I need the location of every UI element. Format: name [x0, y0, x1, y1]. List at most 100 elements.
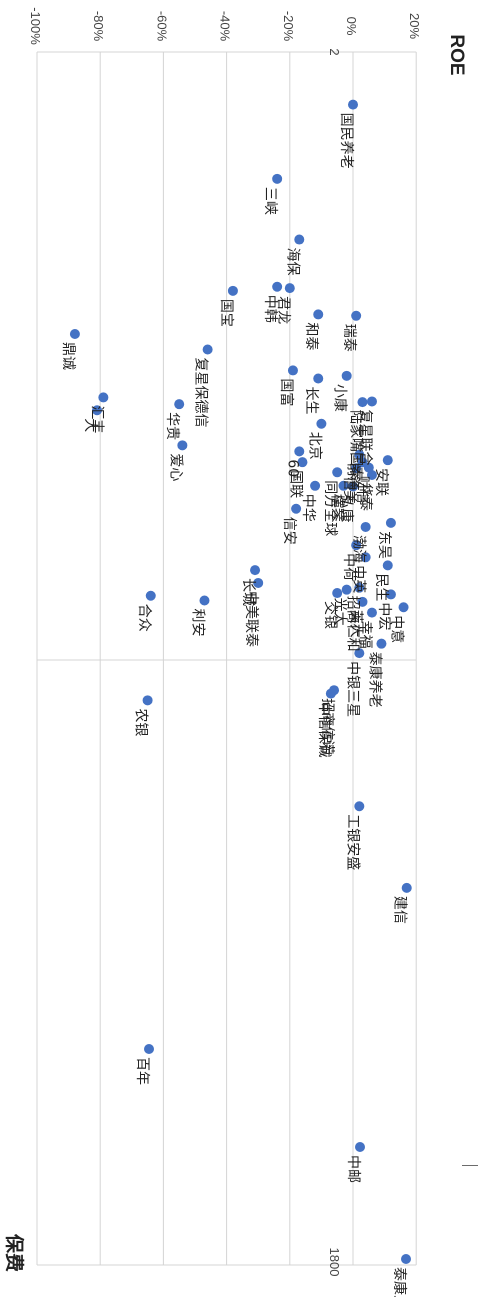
data-label: 东吴 [376, 531, 392, 559]
x-axis-title: ROE [446, 34, 467, 75]
data-point [329, 685, 340, 696]
data-label: 幸福 [357, 621, 373, 649]
data-label: 信美 [341, 476, 357, 504]
tick-layer: -100% -80% -60% -40% -20% 0% 20% 2 1800 [28, 7, 422, 1276]
x-tick-label: -100% [28, 7, 43, 45]
point-layer [69, 99, 412, 1264]
frame-edge-line [462, 1165, 478, 1166]
data-label: 复星联合 [357, 409, 374, 465]
data-point [227, 285, 238, 296]
data-label: 建信 [392, 896, 408, 924]
title-layer: ROE 保费 [3, 34, 467, 1272]
data-point [341, 584, 352, 595]
data-label: 汇丰 [88, 405, 104, 433]
data-point [348, 481, 358, 492]
data-point [144, 1044, 154, 1054]
data-point [92, 405, 103, 416]
data-label: 瑞泰 [341, 324, 357, 352]
data-label: 中银三星 [344, 661, 360, 717]
data-point [332, 467, 343, 478]
data-label: 北京 [306, 432, 322, 460]
data-point [351, 310, 362, 321]
data-point [272, 173, 283, 184]
data-point [313, 373, 324, 384]
data-label: 海保 [284, 248, 300, 276]
data-point [366, 607, 377, 618]
data-point [310, 480, 321, 491]
data-point [385, 517, 396, 528]
x-tick-label: -20% [281, 11, 296, 42]
y-axis-title: 保费 [3, 1233, 26, 1272]
data-point [385, 589, 396, 600]
data-point [348, 99, 358, 110]
y-tick-label: 1800 [327, 1248, 342, 1277]
x-tick-label: -80% [91, 11, 106, 42]
data-label: 国联 [287, 470, 303, 498]
data-label: 中信保诚 [316, 702, 332, 758]
data-label: 小康 [332, 384, 349, 412]
data-point [272, 281, 283, 292]
data-label: 信安 [281, 517, 297, 545]
data-label: 弘康 [338, 494, 355, 522]
data-point [202, 344, 213, 355]
data-point [351, 540, 362, 551]
data-point [376, 638, 387, 649]
data-point [357, 457, 368, 468]
data-point [313, 309, 324, 320]
data-point [174, 399, 185, 410]
data-label: 工银安盛 [344, 814, 360, 870]
x-tick-label: 0% [344, 17, 359, 36]
x-tick-label: 20% [407, 13, 422, 39]
data-point [338, 480, 349, 491]
data-label: 三峡 [262, 187, 278, 215]
data-label: 横琴 [329, 494, 345, 522]
data-point [357, 596, 368, 607]
data-label: 合众 [136, 604, 152, 632]
data-label: 民生 [373, 573, 389, 601]
data-point [366, 396, 377, 407]
data-point [357, 397, 368, 408]
data-label: 和泰 [303, 322, 319, 350]
data-point [382, 455, 393, 466]
data-label: 陆家嘴国泰 [347, 410, 364, 480]
data-label: 光大 [332, 598, 348, 626]
data-point [284, 283, 295, 294]
data-label: 同方全球 [322, 480, 339, 536]
data-point [351, 463, 362, 474]
data-label: 中英 [351, 565, 368, 593]
data-point [316, 418, 327, 429]
data-point [145, 590, 156, 601]
data-point [250, 565, 261, 576]
data-point [354, 648, 365, 659]
data-point [177, 440, 188, 451]
data-label: 利安 [189, 608, 205, 636]
data-point [354, 801, 365, 812]
data-label: 华贵 [164, 412, 180, 440]
data-label: 爱心 [167, 453, 183, 481]
data-label: 鼎诚 [60, 342, 76, 370]
data-label: 财信 [354, 476, 370, 504]
data-point [98, 392, 109, 403]
data-point [355, 1142, 365, 1152]
data-label: 交银 [322, 601, 339, 629]
data-point [360, 521, 371, 532]
data-label: 安联 [373, 468, 389, 496]
data-label: 渤海 [351, 535, 367, 563]
data-point [69, 328, 80, 339]
data-point [253, 577, 264, 588]
data-point [287, 365, 298, 376]
data-label: 中邮 [345, 1155, 361, 1183]
data-label: 泰康养老 [366, 652, 383, 708]
data-point [341, 370, 352, 381]
data-label: 农银 [133, 708, 149, 736]
data-point [401, 882, 412, 893]
data-label: 大 [82, 418, 98, 432]
data-label: 泰康人寿 [391, 1267, 408, 1297]
data-point [332, 588, 343, 599]
data-point [360, 552, 371, 563]
data-point [291, 503, 302, 514]
data-label: 君龙 [275, 296, 291, 324]
data-label: 长生 [303, 387, 319, 415]
data-label: 长城 [240, 578, 256, 606]
